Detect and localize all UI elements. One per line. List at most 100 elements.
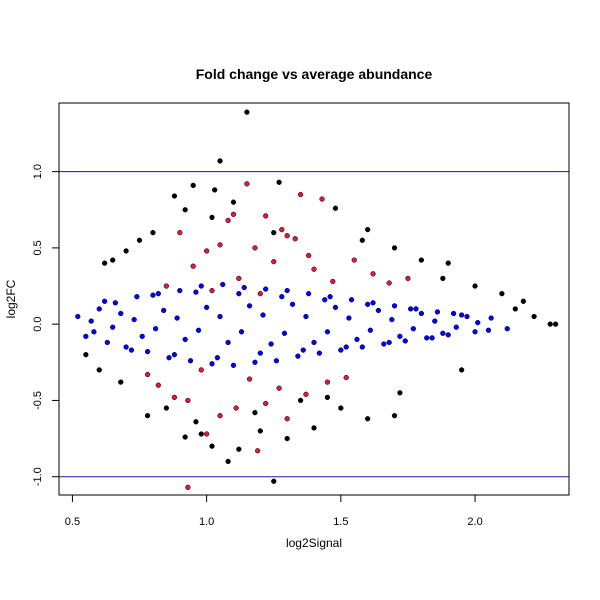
blue-point: [174, 315, 180, 321]
blue-point: [472, 329, 478, 335]
red-point: [324, 379, 331, 385]
blue-point: [260, 312, 266, 318]
y-tick-label: 1.0: [32, 164, 44, 179]
black-point: [472, 283, 478, 289]
black-point: [236, 446, 242, 452]
blue-point: [220, 281, 226, 288]
black-point: [83, 352, 89, 358]
red-point: [370, 271, 376, 277]
red-point: [343, 374, 349, 381]
black-point: [171, 193, 178, 199]
blue-point: [324, 329, 331, 335]
points-layer: [75, 109, 559, 491]
blue-point: [110, 324, 116, 330]
blue-point: [101, 298, 108, 304]
blue-point: [440, 330, 446, 336]
y-tick-label: -0.5: [32, 391, 44, 410]
blue-point: [104, 339, 110, 346]
black-point: [418, 257, 425, 263]
black-point: [123, 248, 129, 254]
blue-point: [391, 303, 398, 309]
red-point: [198, 367, 204, 373]
blue-point: [381, 341, 387, 347]
red-point: [386, 280, 392, 286]
blue-point: [458, 312, 465, 318]
blue-point: [407, 306, 414, 312]
blue-point: [464, 313, 470, 320]
blue-point: [268, 341, 274, 347]
y-tick-label: -1.0: [32, 467, 44, 486]
blue-point: [332, 304, 339, 311]
blue-point: [504, 326, 510, 332]
red-point: [303, 391, 309, 397]
blue-point: [193, 289, 199, 295]
blue-point: [118, 310, 124, 317]
red-point: [155, 382, 161, 388]
x-tick-label: 2.0: [467, 516, 482, 528]
blue-point: [155, 291, 161, 297]
red-point: [233, 405, 239, 411]
y-tick-label: 0.5: [32, 240, 44, 255]
blue-point: [327, 294, 333, 300]
red-point: [209, 287, 215, 294]
blue-point: [322, 297, 328, 303]
blue-point: [75, 313, 81, 320]
blue-point: [225, 339, 231, 346]
red-point: [225, 217, 231, 224]
blue-point: [257, 350, 263, 356]
blue-point: [450, 310, 457, 317]
blue-point: [295, 353, 301, 359]
black-point: [552, 321, 559, 327]
red-point: [297, 191, 304, 198]
blue-point: [263, 286, 269, 292]
x-tick-label: 1.0: [199, 516, 214, 528]
black-point: [512, 306, 518, 312]
black-point: [397, 390, 403, 396]
black-point: [391, 413, 398, 419]
black-point: [297, 397, 304, 404]
x-tick-label: 1.5: [333, 516, 348, 528]
blue-point: [300, 347, 306, 353]
blue-point: [305, 291, 312, 297]
red-point: [276, 385, 282, 391]
blue-point: [316, 350, 323, 356]
red-point: [311, 266, 317, 272]
red-point: [144, 371, 151, 378]
red-point: [203, 431, 210, 437]
black-point: [244, 109, 250, 115]
blue-point: [203, 304, 210, 311]
blue-point: [236, 291, 242, 297]
blue-point: [424, 335, 430, 341]
black-point: [209, 214, 215, 221]
black-point: [324, 394, 331, 401]
red-point: [177, 230, 183, 236]
blue-point: [284, 287, 290, 294]
black-point: [230, 199, 237, 205]
x-axis: 0.5 1.0 1.5 2.0: [65, 494, 483, 528]
red-point: [171, 394, 178, 401]
blue-point: [303, 313, 309, 320]
black-point: [311, 425, 317, 431]
y-tick-label: 0.0: [32, 317, 44, 332]
red-point: [190, 263, 196, 269]
blue-point: [152, 326, 159, 332]
blue-point: [177, 287, 183, 294]
black-point: [458, 367, 465, 373]
red-point: [351, 257, 357, 263]
blue-point: [134, 294, 140, 300]
blue-point: [432, 318, 438, 324]
blue-point: [488, 315, 494, 321]
chart-title: Fold change vs average abundance: [196, 66, 433, 82]
black-point: [547, 321, 553, 327]
blue-point: [128, 347, 135, 353]
blue-point: [338, 347, 344, 353]
black-point: [520, 298, 527, 304]
blue-point: [150, 292, 156, 298]
blue-point: [475, 319, 481, 326]
red-point: [246, 376, 253, 382]
blue-point: [348, 297, 355, 303]
blue-point: [139, 333, 145, 340]
blue-point: [214, 355, 221, 361]
blue-point: [413, 306, 419, 312]
